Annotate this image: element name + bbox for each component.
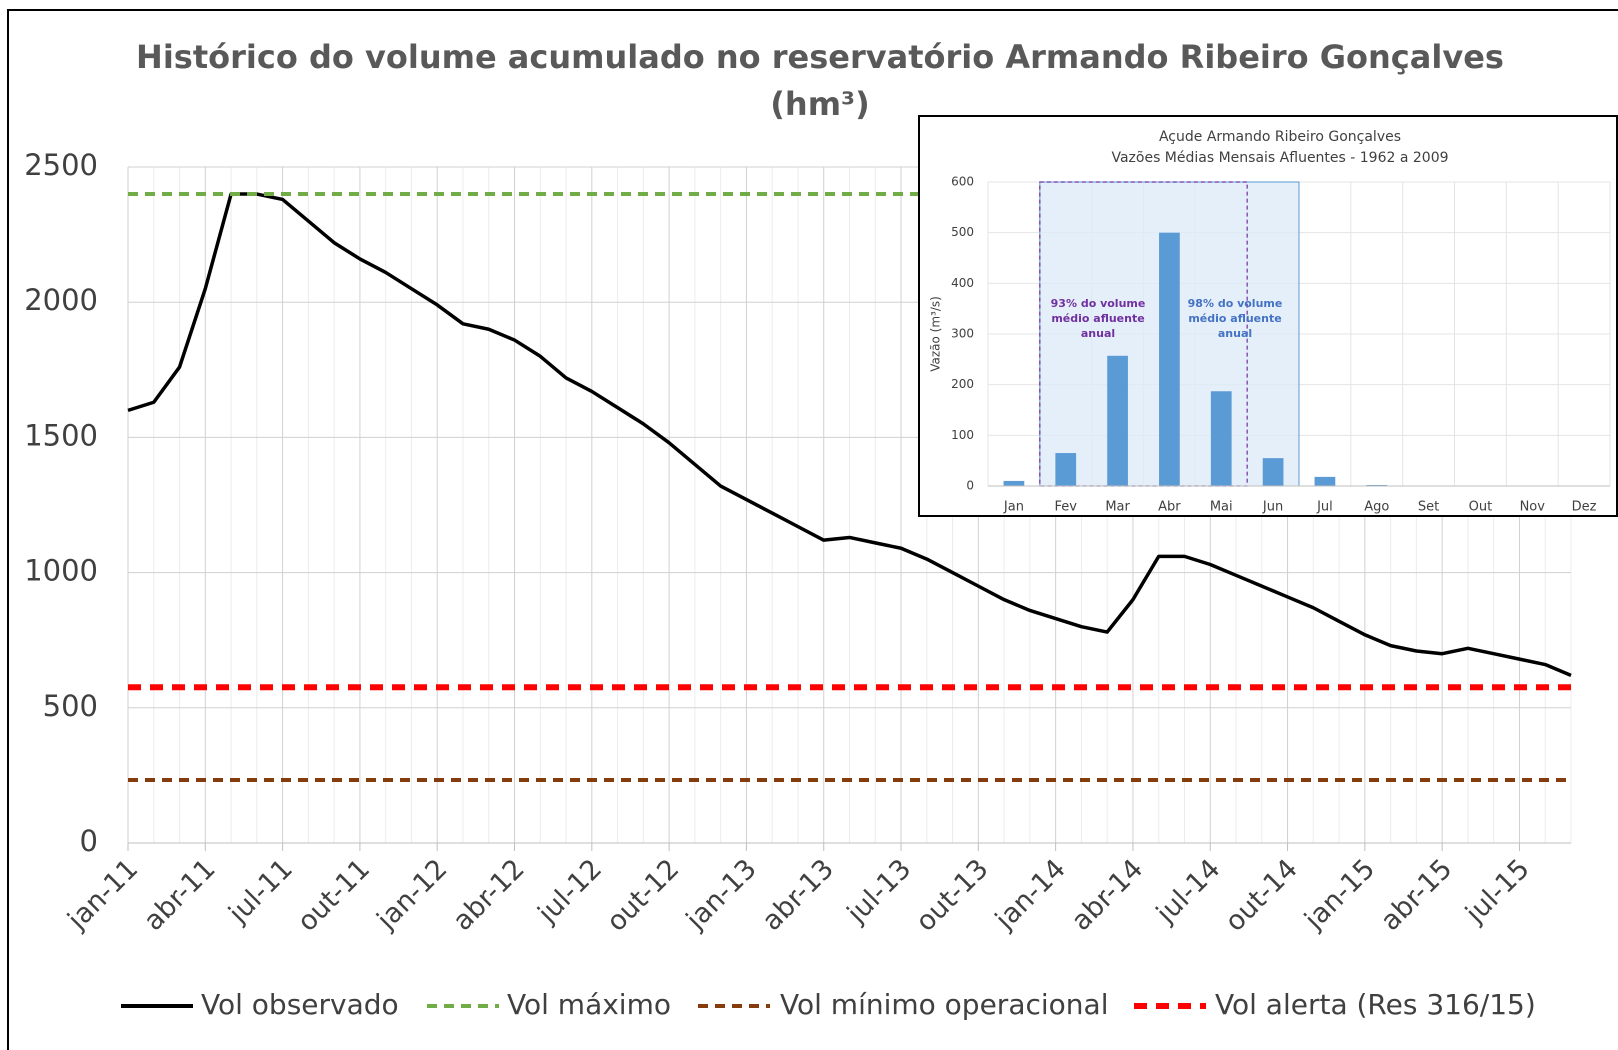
- bar: [1262, 458, 1284, 486]
- inset-x-tick-label: Abr: [1158, 500, 1181, 515]
- annotation: anual: [1218, 327, 1252, 340]
- chart-title: Histórico do volume acumulado no reserva…: [136, 38, 1504, 76]
- y-tick-label: 2500: [24, 148, 98, 182]
- x-tick-label: abr-15: [1375, 853, 1459, 937]
- legend-label: Vol mínimo operacional: [780, 988, 1108, 1021]
- inset-y-tick-label: 500: [951, 225, 974, 239]
- inset-x-tick-label: Fev: [1055, 500, 1078, 515]
- bar: [1055, 453, 1077, 486]
- chart-frame: [7, 9, 1618, 1050]
- inset-x-tick-label: Jul: [1316, 500, 1333, 515]
- inset-y-tick-label: 400: [951, 276, 974, 290]
- annotation: médio afluente: [1051, 312, 1144, 325]
- bar: [1107, 355, 1128, 486]
- inset-x-tick-label: Nov: [1520, 500, 1546, 515]
- x-tick-label: jan-12: [371, 853, 454, 936]
- legend-label: Vol alerta (Res 316/15): [1215, 988, 1536, 1021]
- x-tick-label: out-12: [601, 853, 685, 937]
- inset-x-tick-label: Jun: [1262, 500, 1283, 515]
- x-tick-label: out-13: [910, 853, 994, 937]
- data-line: [127, 192, 1572, 677]
- x-tick-label: jul-13: [841, 853, 918, 930]
- x-tick-label: jan-13: [680, 853, 763, 936]
- inset-x-tick-label: Mai: [1210, 500, 1233, 515]
- bar: [1314, 476, 1336, 486]
- core-season-region: [1039, 181, 1248, 487]
- inset-x-tick-label: Set: [1418, 500, 1439, 515]
- bar: [1210, 391, 1232, 486]
- inset-chart: Açude Armando Ribeiro Gonçalves Vazões Mé…: [918, 115, 1618, 517]
- annotation: anual: [1081, 327, 1115, 340]
- bar: [1159, 232, 1180, 486]
- x-tick-label: abr-11: [138, 853, 222, 937]
- x-tick-label: jul-14: [1150, 853, 1227, 930]
- inset-y-tick-label: 300: [951, 327, 974, 341]
- x-tick-label: out-11: [292, 853, 376, 937]
- inset-x-tick-label: Dez: [1572, 500, 1597, 515]
- y-tick-label: 1000: [24, 554, 98, 588]
- y-tick-label: 0: [80, 824, 98, 858]
- annotation: 98% do volume: [1188, 297, 1283, 310]
- inset-subtitle: Vazões Médias Mensais Afluentes - 1962 a…: [1111, 150, 1448, 166]
- chart-subtitle: (hm³): [770, 85, 869, 123]
- y-tick-label: 500: [43, 689, 98, 723]
- x-tick-label: out-14: [1219, 853, 1303, 937]
- x-tick-label: jan-11: [61, 853, 144, 936]
- x-tick-label: jul-15: [1459, 853, 1536, 930]
- inset-y-tick-label: 100: [951, 428, 974, 442]
- x-tick-label: abr-14: [1066, 853, 1150, 937]
- annotation: médio afluente: [1188, 312, 1281, 325]
- x-tick-label: jul-12: [532, 853, 609, 930]
- x-tick-label: abr-13: [756, 853, 840, 937]
- inset-y-tick-label: 0: [966, 479, 974, 493]
- inset-y-tick-label: 600: [951, 175, 974, 189]
- inset-x-tick-label: Mar: [1105, 500, 1130, 515]
- inset-y-label: Vazão (m³/s): [929, 296, 943, 372]
- bar: [1003, 480, 1025, 486]
- legend-label: Vol observado: [201, 988, 399, 1021]
- y-tick-label: 1500: [24, 418, 98, 452]
- x-tick-label: abr-12: [447, 853, 531, 937]
- bar: [1366, 484, 1388, 486]
- x-tick-label: jan-14: [989, 853, 1072, 936]
- inset-title: Açude Armando Ribeiro Gonçalves: [1159, 129, 1401, 145]
- inset-x-tick-label: Ago: [1364, 500, 1389, 515]
- inset-x-tick-label: Out: [1469, 500, 1493, 515]
- x-tick-label: jul-11: [222, 853, 299, 930]
- legend-label: Vol máximo: [507, 988, 671, 1021]
- y-tick-label: 2000: [24, 283, 98, 317]
- annotation: 93% do volume: [1051, 297, 1146, 310]
- x-tick-label: jan-15: [1298, 853, 1381, 936]
- inset-y-tick-label: 200: [951, 377, 974, 391]
- inset-x-tick-label: Jan: [1003, 500, 1024, 515]
